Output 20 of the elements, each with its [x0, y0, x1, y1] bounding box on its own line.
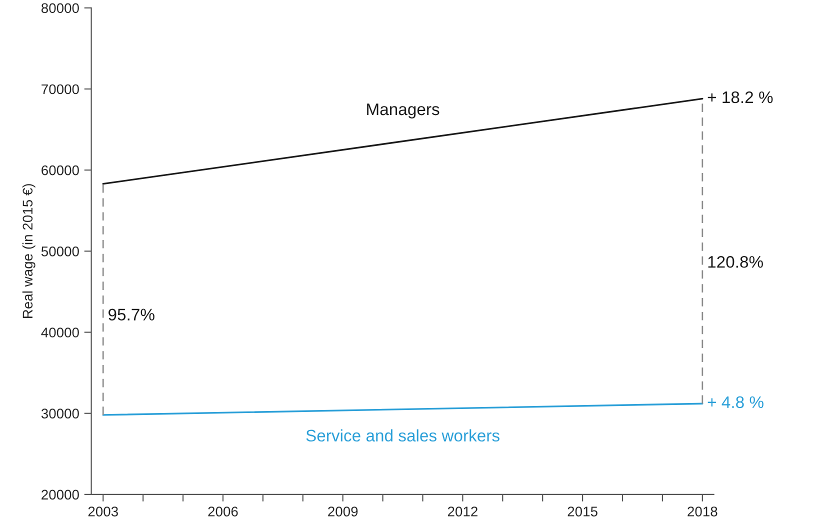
annotation: 120.8%: [708, 256, 763, 268]
annotation: + 18.2 %: [708, 91, 773, 104]
x-tick-label: 2015: [568, 506, 598, 516]
y-axis-title: Real wage (in 2015 €): [22, 184, 36, 318]
annotation: + 4.8 %: [708, 396, 764, 408]
y-tick-label: 50000: [41, 246, 79, 256]
x-tick-label: 2009: [328, 506, 358, 516]
series-label: Service and sales workers: [306, 429, 500, 442]
x-tick-label: 2012: [448, 506, 478, 516]
x-tick-label: 2003: [88, 506, 118, 516]
y-tick-label: 30000: [41, 408, 79, 419]
y-tick-label: 70000: [42, 84, 79, 94]
series-label: Managers: [367, 104, 440, 118]
annotation: 95.7%: [108, 308, 154, 321]
y-tick-label: 60000: [42, 165, 79, 176]
x-tick-label: 2018: [688, 506, 718, 516]
y-tick-label: 20000: [42, 490, 79, 500]
y-tick-label: 40000: [41, 328, 79, 338]
y-tick-label: 80000: [41, 3, 79, 14]
x-tick-label: 2006: [208, 506, 238, 516]
